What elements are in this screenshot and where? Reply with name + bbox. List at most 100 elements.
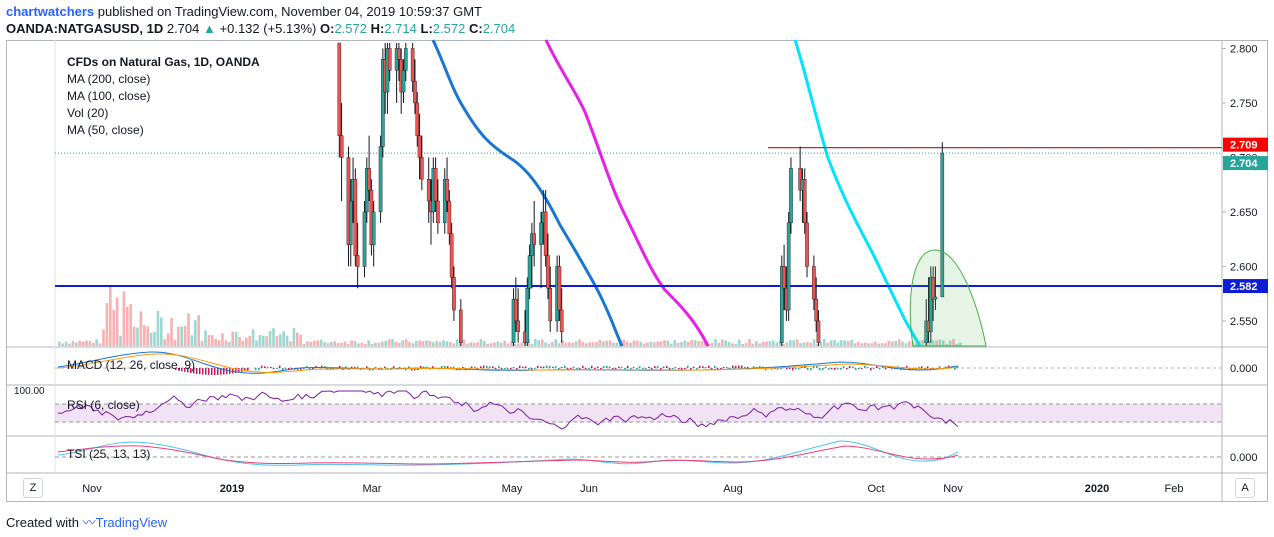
volume-bar [646, 342, 649, 346]
volume-bar [326, 343, 330, 346]
volume-bar [826, 342, 829, 346]
macd-hist-bar [693, 366, 695, 368]
volume-bar [163, 339, 166, 346]
volume-bar [282, 331, 285, 346]
tradingview-link[interactable]: TradingView [95, 515, 168, 530]
candle-body [816, 320, 821, 343]
macd-hist-bar [576, 368, 578, 370]
candle [413, 59, 417, 114]
macd-hist-bar [780, 368, 782, 370]
macd-hist-bar [642, 368, 644, 370]
volume-bar [221, 333, 224, 346]
legend-vol[interactable]: Vol (20) [67, 106, 109, 120]
auto-scale-button[interactable]: A [1235, 478, 1255, 498]
ma50-line [793, 39, 922, 347]
volume-bar [432, 342, 435, 346]
symbol-line: OANDA:NATGASUSD, 1D 2.704 ▲ +0.132 (+5.1… [6, 21, 515, 36]
volume-bar [846, 341, 850, 346]
volume-bar [540, 339, 544, 346]
legend-ma50[interactable]: MA (50, close) [67, 123, 144, 137]
volume-bar [306, 341, 309, 346]
macd-hist-bar [846, 368, 848, 370]
volume-bar [68, 343, 71, 346]
candle-body [514, 298, 518, 322]
candle-body [417, 135, 422, 158]
candle [539, 211, 543, 289]
candle-body [931, 277, 935, 300]
volume-bar [591, 342, 595, 346]
price-markers: 2.709 2.704 2.582 [1223, 137, 1268, 294]
volume-bar [534, 339, 537, 346]
volume-bar [411, 343, 415, 346]
volume-bar [231, 331, 234, 346]
tsi-label[interactable]: TSI (25, 13, 13) [67, 447, 151, 461]
volume-bar [156, 310, 160, 346]
volume-bar [394, 341, 398, 346]
volume-bar [265, 336, 268, 346]
macd-hist-bar [220, 368, 222, 375]
volume-bar [789, 340, 792, 346]
macd-hist-bar [885, 368, 887, 370]
macd-label[interactable]: MACD (12, 26, close, 9) [67, 358, 196, 372]
volume-bar [656, 341, 659, 346]
macd-hist-bar [852, 366, 854, 368]
volume-bar [748, 339, 751, 346]
macd-hist-bar [309, 368, 311, 371]
macd-hist-bar [555, 366, 557, 368]
legend-ma100[interactable]: MA (100, close) [67, 89, 151, 103]
volume-bar [642, 343, 646, 346]
macd-hist-bar [531, 368, 533, 371]
macd-hist-bar [217, 368, 219, 375]
author-link[interactable]: chartwatchers [6, 4, 95, 19]
candle [415, 92, 420, 147]
legend-ma200[interactable]: MA (200, close) [67, 72, 151, 86]
volume-bar [78, 340, 81, 346]
candle-body [415, 102, 420, 136]
volume-bar [731, 343, 734, 346]
volume-bar [741, 343, 744, 346]
candle-body [452, 277, 456, 311]
time-axis[interactable]: Nov 2019 Mar May Jun Aug Oct Nov 2020 Feb [82, 483, 1183, 495]
candle-body [339, 135, 344, 158]
macd-hist-bar [765, 368, 767, 371]
highlight-ellipse[interactable] [909, 249, 987, 347]
candle-body [337, 42, 342, 136]
volume-bar [404, 339, 408, 346]
volume-bar [466, 343, 469, 346]
volume-bar [489, 343, 493, 346]
candle [782, 244, 786, 311]
macd-hist-bar [738, 365, 740, 368]
macd-hist-bar [444, 366, 446, 368]
volume-bar [455, 339, 459, 346]
candle-body [371, 211, 376, 245]
rsi-label[interactable]: RSI (6, close) [67, 398, 140, 412]
candle-body [814, 298, 818, 322]
volume-bar [160, 317, 163, 346]
macd-hist-bar [202, 368, 204, 375]
macd-hist-bar [543, 366, 545, 368]
macd-hist-bar [513, 366, 515, 368]
macd-hist-bar [729, 368, 731, 370]
volume-bar [364, 343, 367, 346]
volume-bar [520, 342, 523, 346]
macd-hist-bar [303, 368, 305, 370]
candle [779, 255, 784, 346]
candle-body [397, 48, 401, 60]
volume-bar [275, 335, 279, 346]
macd-hist-bar [408, 366, 410, 368]
candle [362, 201, 367, 278]
volume-bar [421, 341, 425, 346]
candle [786, 211, 791, 321]
volume-bar [292, 328, 296, 346]
macd-hist-bar [205, 368, 207, 375]
volume-bar [285, 335, 289, 346]
volume-bar [761, 341, 765, 346]
macd-hist-bar [597, 366, 599, 368]
candle-body [381, 59, 385, 147]
macd-hist-bar [480, 366, 482, 368]
volume-bar [177, 326, 180, 346]
zoom-button[interactable]: Z [23, 478, 43, 498]
volume-bar [88, 341, 92, 346]
high-label: H: [370, 21, 385, 36]
